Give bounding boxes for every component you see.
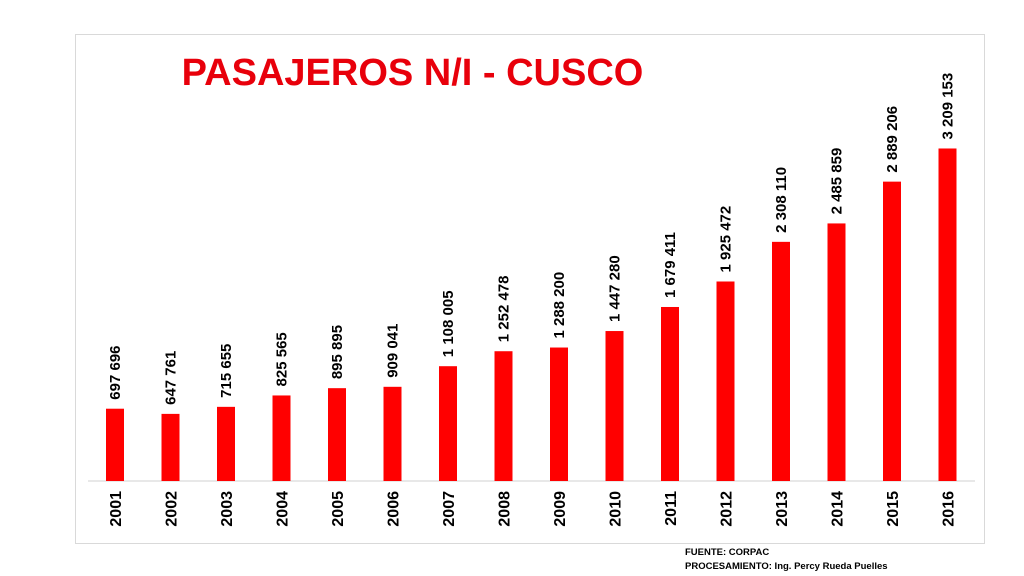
value-label-2004: 825 565 — [274, 332, 291, 386]
bar-2014 — [827, 223, 846, 481]
chart-title: PASAJEROS N/I - CUSCO — [181, 52, 644, 94]
bar-2001 — [106, 408, 124, 481]
bar-2005 — [328, 388, 346, 481]
bar-2011 — [661, 306, 679, 481]
value-label-2013: 2 308 110 — [773, 167, 790, 233]
bar-2012 — [716, 281, 735, 481]
value-label-2005: 895 895 — [329, 325, 346, 379]
bar-2013 — [772, 241, 790, 481]
value-label-2007: 1 108 005 — [440, 290, 457, 357]
value-label-2003: 715 655 — [218, 344, 235, 398]
value-label-2009: 1 288 200 — [551, 272, 568, 339]
bar-2010 — [605, 331, 624, 481]
x-tick-label-2002: 2002 — [164, 491, 181, 527]
bar-2008 — [494, 351, 513, 481]
x-tick-label-2016: 2016 — [941, 491, 958, 527]
x-tick-label-2013: 2013 — [774, 491, 791, 527]
bar-2016 — [938, 148, 957, 481]
bar-2009 — [550, 347, 568, 481]
source-note: FUENTE: CORPAC — [685, 547, 770, 558]
value-label-2006: 909 041 — [385, 324, 402, 378]
value-label-2014: 2 485 859 — [829, 148, 846, 215]
bar-2006 — [383, 386, 402, 481]
chart-frame — [75, 34, 985, 544]
x-tick-label-2015: 2015 — [885, 491, 902, 527]
value-label-2011: 1 679 411 — [662, 232, 679, 298]
x-tick-label-2014: 2014 — [830, 491, 847, 527]
value-label-2012: 1 925 472 — [718, 206, 735, 273]
x-tick-label-2004: 2004 — [275, 491, 292, 527]
x-tick-label-2001: 2001 — [108, 491, 125, 527]
value-label-2001: 697 696 — [107, 345, 124, 399]
x-tick-label-2005: 2005 — [330, 491, 347, 527]
bar-2003 — [217, 406, 235, 481]
processing-note: PROCESAMIENTO: Ing. Percy Rueda Puelles — [685, 561, 888, 572]
value-label-2015: 2 889 206 — [884, 106, 901, 173]
x-tick-label-2012: 2012 — [719, 491, 736, 527]
x-tick-label-2009: 2009 — [552, 491, 569, 527]
bar-2007 — [439, 366, 457, 481]
x-tick-label-2003: 2003 — [219, 491, 236, 527]
x-tick-label-2008: 2008 — [497, 491, 514, 527]
value-label-2008: 1 252 478 — [496, 275, 513, 342]
x-tick-label-2006: 2006 — [386, 491, 403, 527]
x-tick-label-2011: 2011 — [663, 491, 680, 526]
bar-2004 — [272, 395, 291, 481]
value-label-2002: 647 761 — [163, 351, 180, 405]
value-label-2010: 1 447 280 — [607, 255, 624, 322]
x-tick-label-2007: 2007 — [441, 491, 458, 527]
bar-2015 — [883, 181, 901, 482]
x-tick-label-2010: 2010 — [608, 491, 625, 527]
bar-2002 — [161, 413, 180, 481]
value-label-2016: 3 209 153 — [940, 73, 957, 140]
